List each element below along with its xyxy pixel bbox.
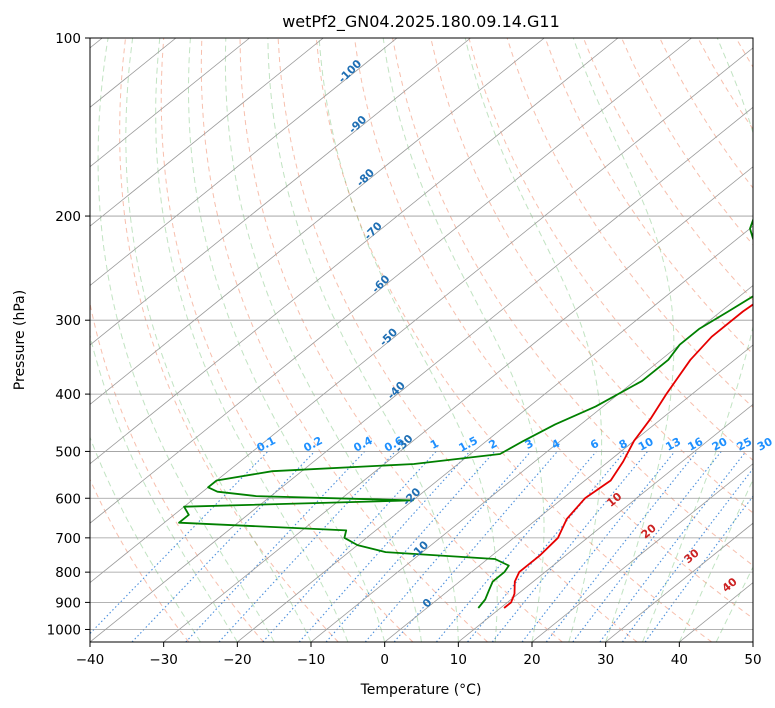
plot-frame <box>89 37 754 643</box>
isotherm-line <box>605 522 753 642</box>
mixing-ratio-line <box>298 451 471 642</box>
dry-adiabat-line <box>506 38 753 408</box>
x-tick-label: −20 <box>223 652 252 668</box>
dry-adiabat-line <box>200 38 488 642</box>
dry-adiabat-line <box>239 38 563 642</box>
mixing-ratio-label: 16 <box>686 435 706 454</box>
dry-adiabat-line <box>90 478 190 642</box>
y-tick-label: 1000 <box>47 622 81 638</box>
mixing-ratio-line <box>467 451 626 642</box>
mixing-ratio-label: 20 <box>710 435 730 454</box>
isotherm-line <box>90 106 753 642</box>
mixing-ratio-line <box>521 451 676 642</box>
dry-adiabat-line <box>544 38 753 355</box>
x-axis-title: Temperature (°C) <box>360 682 482 698</box>
temperature-profile <box>503 303 753 609</box>
mixing-ratio-line <box>572 451 722 642</box>
y-tick-label: 100 <box>55 31 81 47</box>
y-axis: 100 200 300 400 500 600 700 800 900 1000 <box>47 31 90 638</box>
dry-adiabat-line <box>354 38 753 619</box>
isotherm-line <box>90 38 619 465</box>
isotherm-line <box>237 225 753 642</box>
dry-adiabat-line <box>90 300 264 642</box>
x-tick-label: 40 <box>671 652 688 668</box>
moist-adiabat-line <box>318 38 498 642</box>
mixing-ratio-line <box>621 467 753 642</box>
y-tick-label: 700 <box>55 531 81 547</box>
moist-adiabat-line <box>572 38 675 642</box>
y-tick-label: 600 <box>55 491 81 507</box>
moist-adiabat-line <box>382 38 545 642</box>
mixing-ratio-line <box>262 451 437 642</box>
isotherm-line <box>90 38 692 524</box>
moist-adiabat-line <box>125 38 312 642</box>
chart-title: wetPf2_GN04.2025.180.09.14.G11 <box>282 12 560 32</box>
x-tick-label: 50 <box>744 652 761 668</box>
mixing-ratio-label: 13 <box>663 435 683 454</box>
y-tick-label: 200 <box>55 209 81 225</box>
mixing-ratio-label: 30 <box>755 435 775 454</box>
isotherm-line <box>90 38 398 287</box>
mixing-ratio-line <box>90 451 269 635</box>
moist-adiabat-line <box>642 38 753 642</box>
moist-adiabat-line <box>224 38 422 642</box>
mixing-ratio-line <box>131 451 316 642</box>
mixing-ratio-line <box>218 451 396 642</box>
dry-adiabat-line <box>468 38 753 461</box>
x-tick-label: 20 <box>523 652 540 668</box>
isotherm-line <box>458 403 753 642</box>
x-tick-label: −30 <box>149 652 178 668</box>
y-tick-label: 900 <box>55 595 81 611</box>
moist-adiabat-line <box>267 38 459 642</box>
moist-adiabat-line <box>155 38 349 642</box>
grid-lines <box>90 38 753 642</box>
isotherm-line <box>384 344 753 642</box>
dry-adiabat-line <box>392 38 753 567</box>
mixing-ratio-label: 25 <box>735 435 755 454</box>
y-tick-label: 800 <box>55 565 81 581</box>
mixing-ratio-line <box>435 451 597 642</box>
moist-adiabat-line <box>188 38 386 642</box>
x-axis: −40 −30 −20 −10 0 10 20 30 40 50 <box>76 642 762 668</box>
isotherm-line <box>90 38 545 405</box>
y-tick-label: 500 <box>55 444 81 460</box>
isotherm-line <box>531 463 753 642</box>
mixing-ratio-line <box>599 451 747 642</box>
dry-adiabat-line <box>315 38 713 642</box>
isotherm-line <box>90 47 753 584</box>
dewpoint-profile <box>178 217 753 609</box>
isotherm-line <box>90 38 471 346</box>
mixing-ratio-label: 10 <box>636 435 656 454</box>
background-lines <box>90 38 753 642</box>
y-tick-label: 400 <box>55 387 81 403</box>
x-tick-label: −10 <box>297 652 326 668</box>
isotherm-line <box>90 38 324 227</box>
moist-adiabat-line <box>464 38 603 642</box>
mixing-ratio-line <box>325 451 496 642</box>
isotherm-line <box>90 38 250 168</box>
y-tick-label: 300 <box>55 313 81 329</box>
mixing-ratio-line <box>185 451 366 642</box>
dry-adiabat-line <box>277 38 638 642</box>
y-axis-title: Pressure (hPa) <box>12 290 28 390</box>
x-tick-label: −40 <box>76 652 105 668</box>
x-tick-label: 0 <box>380 652 389 668</box>
profile-lines <box>178 217 753 609</box>
x-tick-label: 10 <box>450 652 467 668</box>
x-tick-label: 30 <box>597 652 614 668</box>
isotherm-line <box>163 166 753 642</box>
